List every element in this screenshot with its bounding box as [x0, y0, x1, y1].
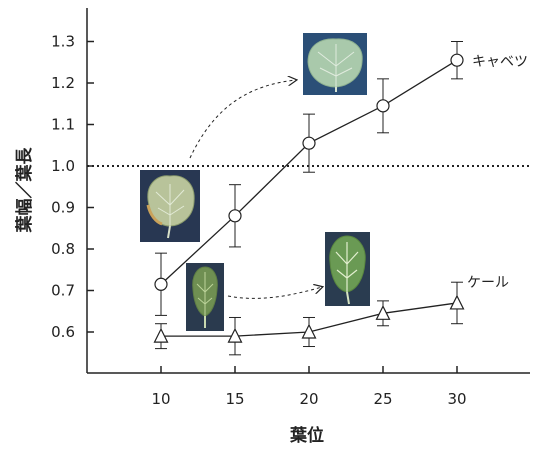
data-point: [228, 209, 242, 223]
data-point: [450, 53, 464, 67]
cabbage-change-arrow: [189, 80, 296, 159]
y-tick-label: 1.0: [51, 157, 75, 175]
y-ticks: 0.6 0.7 0.8 0.9 1.0 1.1 1.2 1.3: [51, 33, 94, 341]
x-axis-title: 葉位: [289, 425, 324, 446]
data-point: [376, 99, 390, 113]
series-kale: [153, 281, 465, 356]
data-point: [375, 304, 391, 320]
y-tick-label: 0.7: [51, 282, 75, 300]
data-point: [227, 327, 243, 343]
y-tick-label: 1.3: [51, 33, 75, 51]
y-tick-label: 1.1: [51, 116, 75, 134]
data-point: [302, 136, 316, 150]
x-tick-label: 25: [373, 390, 392, 408]
y-tick-label: 0.9: [51, 199, 75, 217]
x-tick-label: 30: [447, 390, 466, 408]
data-point: [153, 327, 169, 343]
kale-lower-leaf-photo: [186, 263, 224, 331]
data-point: [301, 323, 317, 339]
series-layer: [153, 41, 465, 356]
series-cabbage: [154, 41, 464, 316]
y-tick-label: 1.2: [51, 74, 75, 92]
x-tick-label: 10: [151, 390, 170, 408]
x-tick-label: 15: [225, 390, 244, 408]
kale-upper-leaf-photo: [325, 232, 370, 306]
x-tick-label: 20: [299, 390, 318, 408]
series-label-kale: ケール: [467, 275, 509, 291]
data-point: [449, 294, 465, 310]
y-tick-label: 0.6: [51, 323, 75, 341]
y-axis-title: 葉幅／葉長: [14, 147, 35, 234]
data-point: [154, 277, 168, 291]
leaf-photos: [140, 33, 370, 331]
series-label-cabbage: キャベツ: [472, 54, 528, 70]
y-tick-label: 0.8: [51, 240, 75, 258]
cabbage-lower-leaf-photo: [140, 170, 200, 242]
cabbage-upper-leaf-photo: [303, 33, 367, 95]
x-ticks: 10 15 20 25 30: [151, 366, 467, 408]
kale-change-arrow: [227, 287, 322, 299]
